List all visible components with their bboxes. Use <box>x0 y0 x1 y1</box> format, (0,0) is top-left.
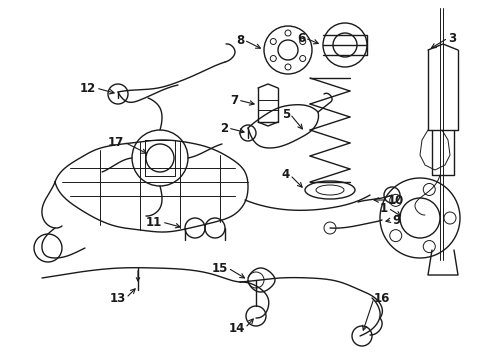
Text: 9: 9 <box>392 213 400 226</box>
Text: 6: 6 <box>297 31 305 45</box>
Text: 13: 13 <box>110 292 126 305</box>
Text: 7: 7 <box>230 94 238 107</box>
Text: 5: 5 <box>282 108 290 121</box>
Text: 4: 4 <box>282 168 290 181</box>
Text: 10: 10 <box>388 194 404 207</box>
Text: 14: 14 <box>229 321 245 334</box>
Text: 1: 1 <box>380 202 388 215</box>
Text: 16: 16 <box>374 292 391 305</box>
Text: 8: 8 <box>236 33 244 46</box>
Text: 2: 2 <box>220 122 228 135</box>
Text: 11: 11 <box>146 216 162 229</box>
Text: 3: 3 <box>448 31 456 45</box>
Text: 17: 17 <box>108 135 124 148</box>
Text: 15: 15 <box>212 261 228 274</box>
Text: 12: 12 <box>80 81 96 94</box>
